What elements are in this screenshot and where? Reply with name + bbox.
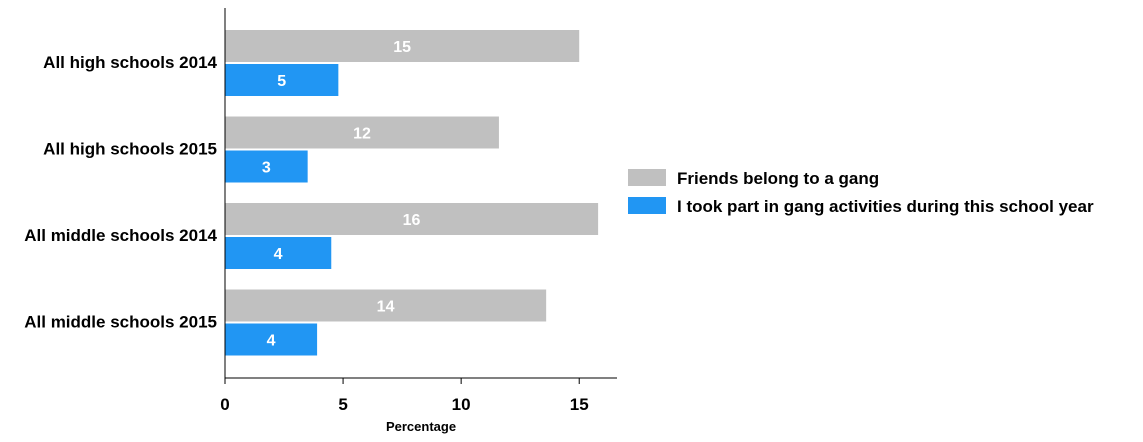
bar-series-1-1 [225,150,308,183]
bar-series-1-2 [225,237,332,269]
bar-value-label: 12 [353,126,371,143]
bar-series-0-1 [225,116,499,149]
bar-series-1-0 [225,64,339,96]
bar-series-0-3 [225,289,547,322]
labels-layer: 15 5 All high schools 2014 12 3 All high scho… [24,39,420,350]
category-label: All middle schools 2015 [24,313,217,332]
x-axis-title: Percentage [386,419,456,434]
bars-layer [225,30,599,356]
category-label: All high schools 2014 [43,53,217,72]
bar-value-label: 4 [267,333,276,350]
bar-value-label: 15 [393,39,411,56]
bar-value-label: 14 [377,299,395,316]
x-tick-label: 10 [452,395,471,414]
bar-series-0-0 [225,30,580,62]
legend-label-1: I took part in gang activities during th… [677,197,1094,216]
bar-value-label: 16 [403,212,421,229]
legend-swatch-0 [628,169,666,186]
legend-label-0: Friends belong to a gang [677,169,879,188]
bar-series-1-3 [225,323,318,356]
bar-value-label: 5 [277,73,286,90]
x-tick-label: 15 [570,395,589,414]
bar-value-label: 3 [262,160,271,177]
bar-value-label: 4 [274,246,283,263]
category-label: All high schools 2015 [43,140,217,159]
axis-layer: 0 5 10 15 Percentage [220,8,617,434]
legend: Friends belong to a gang I took part in g… [628,169,1094,216]
x-tick-label: 5 [338,395,347,414]
bar-series-0-2 [225,203,599,235]
category-label: All middle schools 2014 [24,226,217,245]
legend-swatch-1 [628,197,666,214]
x-tick-label: 0 [220,395,229,414]
